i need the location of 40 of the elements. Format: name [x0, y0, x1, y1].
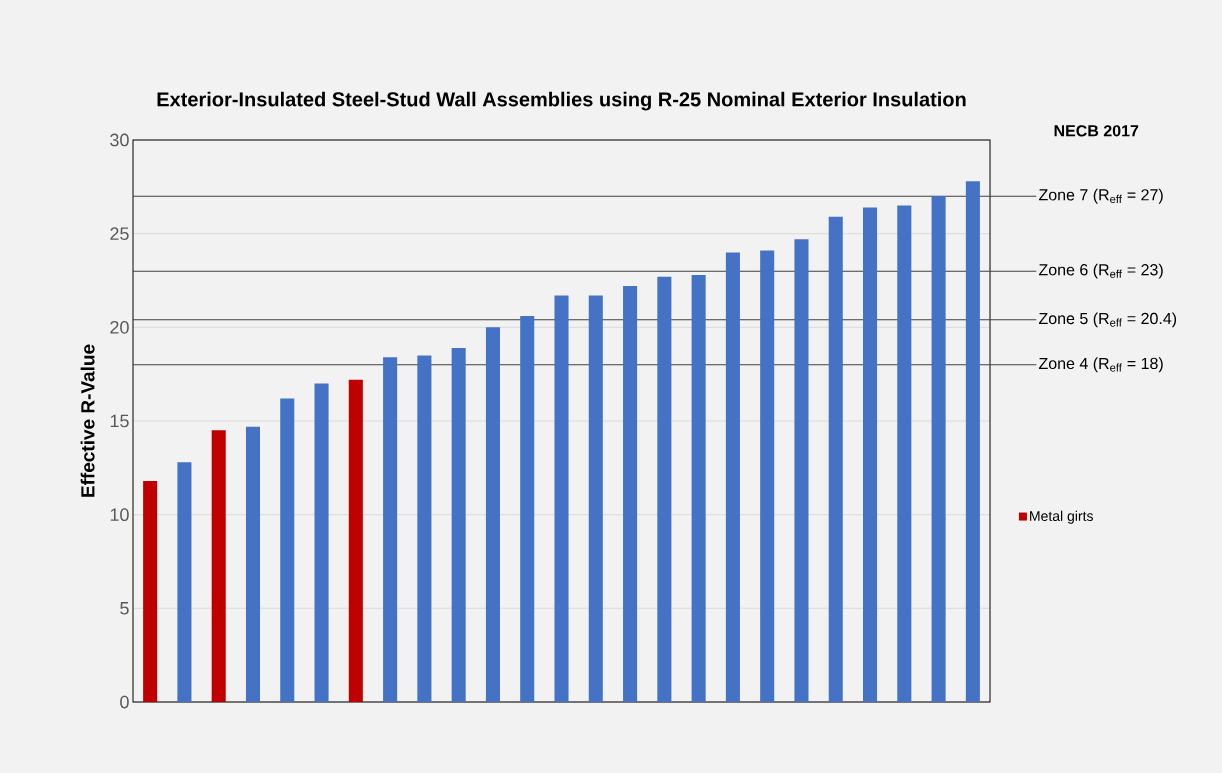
y-tick-label: 5 [120, 602, 129, 615]
y-tick-label: 30 [110, 133, 129, 147]
bar [177, 462, 192, 703]
y-tick-label: 0 [120, 695, 129, 709]
ref-line-label: Zone 6 (R$_{eff}$ = 23) [1038, 263, 1163, 279]
bar [965, 181, 980, 703]
bar [828, 216, 843, 703]
bar [143, 480, 158, 703]
ref-line-label: Zone 4 (R$_{eff}$ = 18) [1038, 357, 1163, 373]
y-tick-label: 15 [110, 414, 129, 428]
legend-label: Metal girts [1030, 510, 1093, 524]
bar [280, 398, 295, 703]
bar [417, 355, 432, 703]
bar [348, 379, 363, 703]
bar [897, 205, 912, 703]
y-axis-title: Effective R-Value [80, 344, 95, 497]
ref-line-label: Zone 5 (R$_{eff}$ = 20.4) [1038, 312, 1177, 328]
bar [725, 252, 740, 703]
ref-line-label: Zone 7 (R$_{eff}$ = 27) [1038, 188, 1163, 204]
y-tick-label: 10 [110, 508, 129, 522]
bar [383, 357, 398, 703]
bar [623, 286, 638, 703]
bar [657, 276, 672, 703]
bar [554, 295, 569, 703]
text: NECB 2017 [1054, 125, 1139, 137]
bar [451, 347, 466, 703]
bar [245, 426, 261, 703]
bar [931, 196, 946, 703]
bar [691, 274, 706, 703]
bar [760, 250, 775, 703]
y-tick-label: 20 [110, 320, 129, 334]
bar [588, 295, 603, 703]
y-tick-label: 25 [110, 227, 129, 241]
bar [314, 383, 329, 703]
chart-title: Exterior-Insulated Steel-Stud Wall Assemblies using R-25 Nominal Exterior Insulation [157, 91, 966, 111]
bar [211, 430, 226, 703]
bar [485, 327, 500, 703]
bar [794, 239, 809, 703]
bar [520, 316, 535, 703]
bar [863, 207, 878, 703]
